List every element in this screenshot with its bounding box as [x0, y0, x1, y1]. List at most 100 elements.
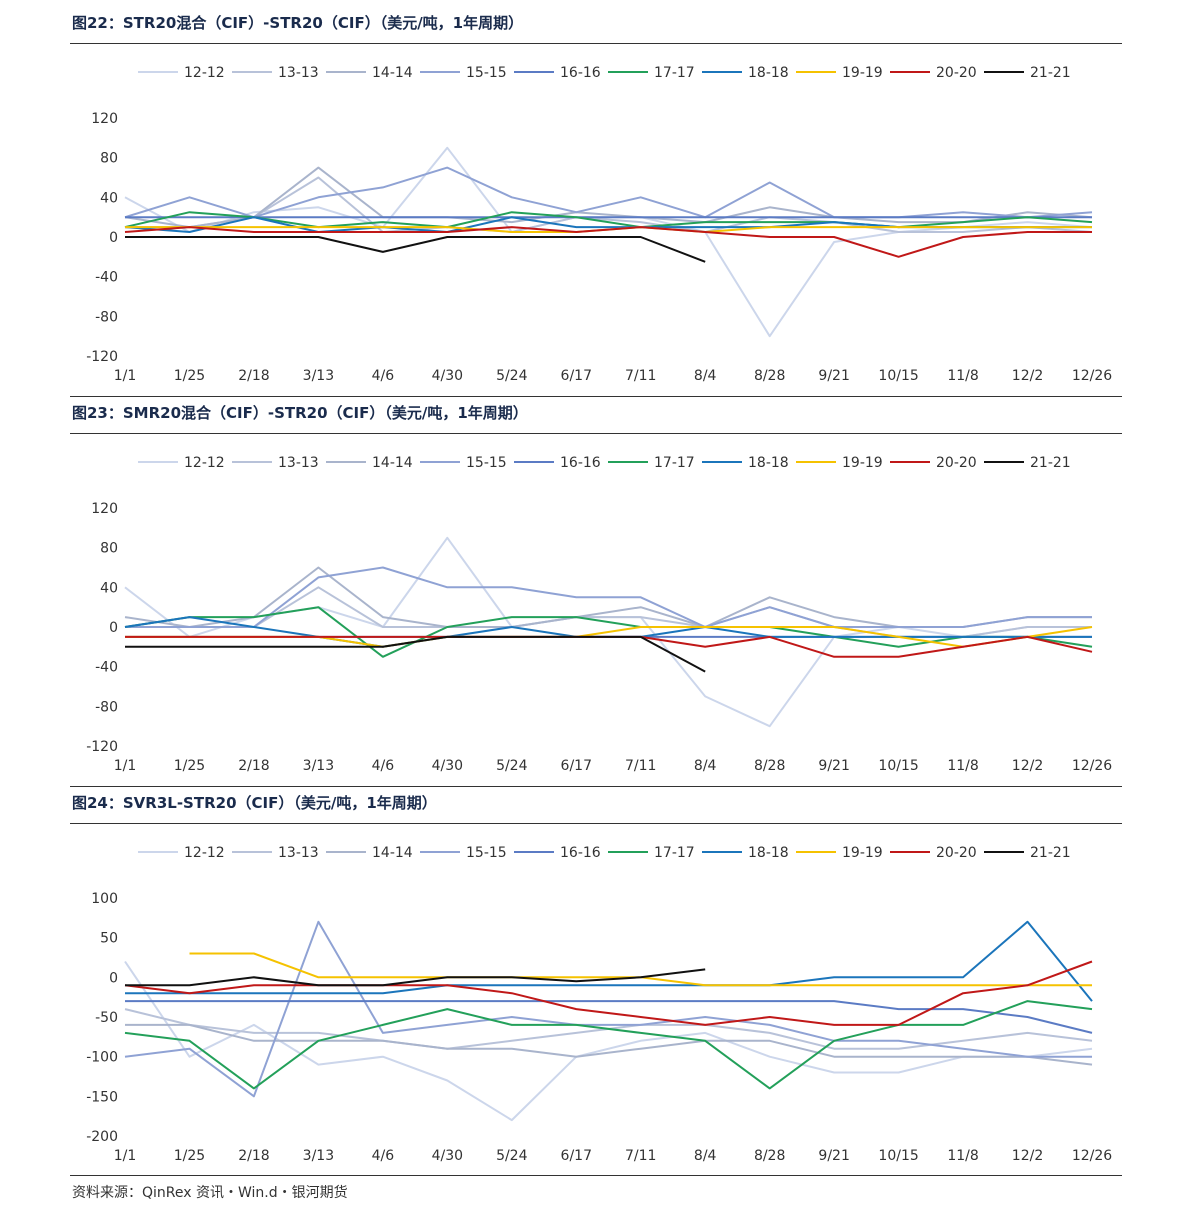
y-tick-label: -80: [95, 699, 118, 715]
legend-item-13-13: 13-13: [232, 65, 319, 81]
series-line-15-15: [124, 166, 1093, 219]
y-tick-label: -80: [95, 309, 118, 325]
y-tick-label: 40: [100, 190, 118, 206]
series-line-19-19: [189, 952, 1092, 987]
x-tick-label: 1/1: [114, 758, 137, 774]
legend-item-16-16: 16-16: [514, 65, 601, 81]
legend-item-17-17: 17-17: [608, 845, 695, 861]
y-tick-label: 80: [100, 541, 118, 557]
y-tick-label: -40: [95, 660, 118, 676]
legend-item-20-20: 20-20: [890, 455, 977, 471]
legend-item-13-13: 13-13: [232, 845, 319, 861]
legend-label: 19-19: [842, 65, 883, 81]
x-tick-label: 8/28: [754, 1148, 785, 1164]
x-tick-label: 5/24: [496, 368, 528, 384]
legend-label: 21-21: [1030, 65, 1071, 81]
legend-item-21-21: 21-21: [984, 845, 1071, 861]
series-line-21-21: [125, 968, 706, 987]
chart-title: 图23：SMR20混合（CIF）-STR20（CIF）（美元/吨，1年周期）: [72, 404, 528, 422]
legend-item-16-16: 16-16: [514, 455, 601, 471]
x-tick-label: 7/11: [625, 1148, 656, 1164]
x-tick-label: 4/30: [432, 758, 463, 774]
legend-label: 21-21: [1030, 845, 1071, 861]
x-tick-label: 12/2: [1012, 368, 1043, 384]
x-tick-label: 4/30: [432, 1148, 463, 1164]
legend-label: 18-18: [748, 65, 789, 81]
x-tick-label: 11/8: [947, 758, 978, 774]
x-tick-label: 10/15: [878, 368, 918, 384]
legend-label: 20-20: [936, 65, 977, 81]
y-tick-label: -50: [95, 1010, 118, 1026]
line-chart: 12-12 13-13 14-14 15-15 16-16 17-17 18-18 19-19…: [86, 65, 1112, 384]
legend-item-12-12: 12-12: [138, 65, 225, 81]
x-tick-label: 12/26: [1072, 758, 1112, 774]
y-tick-label: 80: [100, 151, 118, 167]
legend-item-14-14: 14-14: [326, 65, 413, 81]
series-line-13-13: [125, 176, 1093, 233]
x-tick-label: 12/2: [1012, 758, 1043, 774]
legend-item-19-19: 19-19: [796, 845, 883, 861]
legend-label: 12-12: [184, 845, 225, 861]
legend-label: 17-17: [654, 65, 695, 81]
legend-item-14-14: 14-14: [326, 455, 413, 471]
chart-title: 图24：SVR3L-STR20（CIF）（美元/吨，1年周期）: [72, 794, 437, 812]
x-tick-label: 6/17: [561, 368, 592, 384]
legend-item-12-12: 12-12: [138, 845, 225, 861]
legend-item-18-18: 18-18: [702, 65, 789, 81]
x-tick-label: 8/28: [754, 368, 785, 384]
legend-item-21-21: 21-21: [984, 455, 1071, 471]
x-tick-label: 10/15: [878, 758, 918, 774]
x-tick-label: 4/30: [432, 368, 463, 384]
x-tick-label: 10/15: [878, 1148, 918, 1164]
y-tick-label: 50: [100, 931, 118, 947]
legend-label: 13-13: [278, 455, 319, 471]
legend-label: 15-15: [466, 65, 507, 81]
x-tick-label: 3/13: [303, 758, 334, 774]
x-tick-label: 12/26: [1072, 1148, 1112, 1164]
legend-item-18-18: 18-18: [702, 845, 789, 861]
series-line-17-17: [124, 1000, 1093, 1090]
legend-label: 17-17: [654, 845, 695, 861]
legend-label: 14-14: [372, 65, 413, 81]
x-tick-label: 4/6: [372, 758, 395, 774]
x-tick-label: 5/24: [496, 1148, 528, 1164]
x-tick-label: 8/28: [754, 758, 785, 774]
legend-item-17-17: 17-17: [608, 455, 695, 471]
y-tick-label: -120: [86, 739, 118, 755]
divider: [70, 43, 1122, 44]
legend-label: 21-21: [1030, 455, 1071, 471]
legend-item-13-13: 13-13: [232, 455, 319, 471]
chart-panel-22: 图22：STR20混合（CIF）-STR20（CIF）（美元/吨，1年周期） 1…: [70, 10, 1122, 390]
series-line-15-15: [125, 566, 1092, 628]
x-tick-label: 1/1: [114, 368, 137, 384]
footer-divider: [70, 1175, 1122, 1176]
legend-item-19-19: 19-19: [796, 65, 883, 81]
x-tick-label: 11/8: [947, 1148, 978, 1164]
y-tick-label: -150: [86, 1089, 118, 1105]
series-line-21-21: [125, 635, 706, 673]
x-tick-label: 12/26: [1072, 368, 1112, 384]
x-tick-label: 7/11: [625, 368, 656, 384]
x-tick-label: 2/18: [238, 368, 269, 384]
legend-item-20-20: 20-20: [890, 845, 977, 861]
y-tick-label: 0: [109, 970, 118, 986]
legend-item-15-15: 15-15: [420, 455, 507, 471]
series-line-21-21: [125, 236, 706, 263]
chart-panel-24: 图24：SVR3L-STR20（CIF）（美元/吨，1年周期） 12-12 13-…: [70, 786, 1122, 1170]
legend-label: 18-18: [748, 455, 789, 471]
legend-label: 12-12: [184, 65, 225, 81]
y-tick-label: -120: [86, 349, 118, 365]
legend-item-19-19: 19-19: [796, 455, 883, 471]
series-line-17-17: [124, 211, 1093, 229]
x-tick-label: 4/6: [372, 1148, 395, 1164]
series-line-20-20: [124, 226, 1092, 258]
x-tick-label: 6/17: [561, 1148, 592, 1164]
y-tick-label: 0: [109, 620, 118, 636]
legend-label: 15-15: [466, 845, 507, 861]
x-tick-label: 1/25: [174, 368, 205, 384]
legend-label: 16-16: [560, 65, 601, 81]
y-tick-label: -40: [95, 270, 118, 286]
x-tick-label: 1/1: [114, 1148, 137, 1164]
legend-item-21-21: 21-21: [984, 65, 1071, 81]
series-line-20-20: [124, 960, 1093, 1026]
